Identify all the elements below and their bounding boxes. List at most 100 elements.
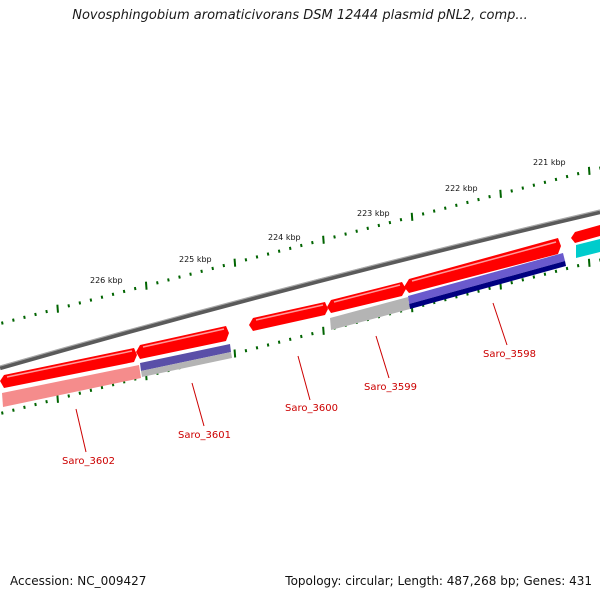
minor-tick [156, 281, 159, 285]
minor-tick [554, 269, 558, 274]
comparison-track-features [2, 239, 600, 407]
map-title: Novosphingobium aromaticivorans DSM 1244… [72, 8, 528, 23]
minor-tick [288, 337, 292, 342]
track-bar-cyan[interactable] [576, 239, 600, 258]
minor-tick [510, 280, 513, 285]
major-tick [587, 166, 591, 175]
minor-tick [521, 186, 525, 190]
minor-tick [23, 315, 26, 319]
minor-tick [377, 223, 381, 228]
scale-label-222: 222 kbp [445, 184, 478, 193]
minor-tick [344, 232, 347, 236]
major-tick [144, 281, 148, 290]
major-tick [322, 326, 325, 335]
minor-tick [543, 180, 547, 185]
minor-tick [100, 385, 104, 390]
minor-tick [12, 408, 15, 412]
minor-tick [532, 183, 536, 187]
gene-label-saro-3602[interactable]: Saro_3602 [62, 456, 115, 467]
minor-tick [510, 189, 513, 193]
forward-strand-features [0, 225, 600, 388]
minor-tick [288, 246, 292, 251]
minor-tick [1, 411, 4, 415]
minor-tick [222, 263, 226, 268]
track-bar-navy[interactable] [409, 261, 566, 309]
outer-scale-ticks [1, 166, 600, 325]
minor-tick [244, 348, 248, 353]
minor-tick [255, 255, 259, 259]
feature-arrow[interactable] [136, 326, 229, 359]
major-tick [410, 212, 414, 221]
gene-leader-lines [75, 302, 508, 453]
track-bar-gray[interactable] [141, 352, 232, 377]
minor-tick [67, 394, 71, 398]
minor-tick [399, 217, 403, 222]
track-bar-blue[interactable] [140, 344, 231, 371]
minor-tick [576, 263, 580, 268]
track-bar-gray[interactable] [330, 297, 410, 330]
feature-arrow[interactable] [249, 302, 328, 331]
minor-tick [543, 272, 547, 276]
scale-label-223: 223 kbp [357, 209, 390, 218]
minor-tick [45, 399, 48, 404]
minor-tick [78, 301, 82, 305]
minor-tick [477, 197, 480, 202]
scale-label-224: 224 kbp [268, 233, 301, 242]
minor-tick [565, 266, 569, 271]
minor-tick [311, 331, 314, 336]
major-tick [499, 189, 502, 198]
minor-tick [311, 240, 314, 245]
minor-tick [421, 212, 425, 216]
major-tick [56, 394, 59, 403]
minor-tick [532, 275, 536, 279]
major-tick [587, 258, 591, 267]
gene-label-saro-3600[interactable]: Saro_3600 [285, 403, 338, 414]
minor-tick [455, 203, 458, 208]
feature-arrow[interactable] [571, 225, 600, 243]
minor-tick [277, 340, 281, 344]
minor-tick [388, 220, 392, 225]
minor-tick [89, 298, 93, 302]
minor-tick [244, 258, 248, 262]
gene-label-saro-3601[interactable]: Saro_3601 [178, 430, 231, 441]
feature-arrow[interactable] [327, 282, 406, 313]
minor-tick [122, 289, 126, 294]
minor-tick [333, 235, 336, 239]
feature-arrow[interactable] [0, 348, 137, 388]
minor-tick [355, 229, 358, 233]
minor-tick [521, 278, 525, 282]
track-bar-blue[interactable] [408, 253, 565, 304]
minor-tick [211, 266, 214, 271]
gene-label-saro-3598[interactable]: Saro_3598 [483, 349, 536, 360]
minor-tick [300, 243, 303, 248]
minor-tick [23, 405, 26, 410]
major-tick [322, 235, 325, 244]
minor-tick [366, 226, 370, 230]
minor-tick [133, 286, 137, 291]
minor-tick [488, 286, 491, 291]
minor-tick [89, 388, 93, 393]
accession-label: Accession: NC_009427 [10, 574, 147, 588]
scale-label-221: 221 kbp [533, 158, 566, 167]
track-bar-pink[interactable] [2, 365, 141, 407]
scale-label-225: 225 kbp [179, 255, 212, 264]
minor-tick [45, 309, 48, 314]
minor-tick [189, 272, 192, 276]
minor-tick [111, 292, 115, 296]
minor-tick [488, 195, 491, 199]
minor-tick [167, 278, 170, 282]
major-tick [56, 304, 59, 313]
major-tick [233, 258, 237, 267]
minor-tick [266, 252, 270, 256]
minor-tick [100, 295, 104, 299]
minor-tick [266, 343, 270, 347]
minor-tick [178, 275, 181, 279]
minor-tick [78, 391, 82, 395]
minor-tick [576, 172, 580, 176]
gene-label-saro-3599[interactable]: Saro_3599 [364, 382, 417, 393]
gene-labels: Saro_3598 Saro_3599 Saro_3600 Saro_3601 … [62, 349, 536, 467]
minor-tick [565, 174, 569, 179]
minor-tick [200, 269, 203, 274]
